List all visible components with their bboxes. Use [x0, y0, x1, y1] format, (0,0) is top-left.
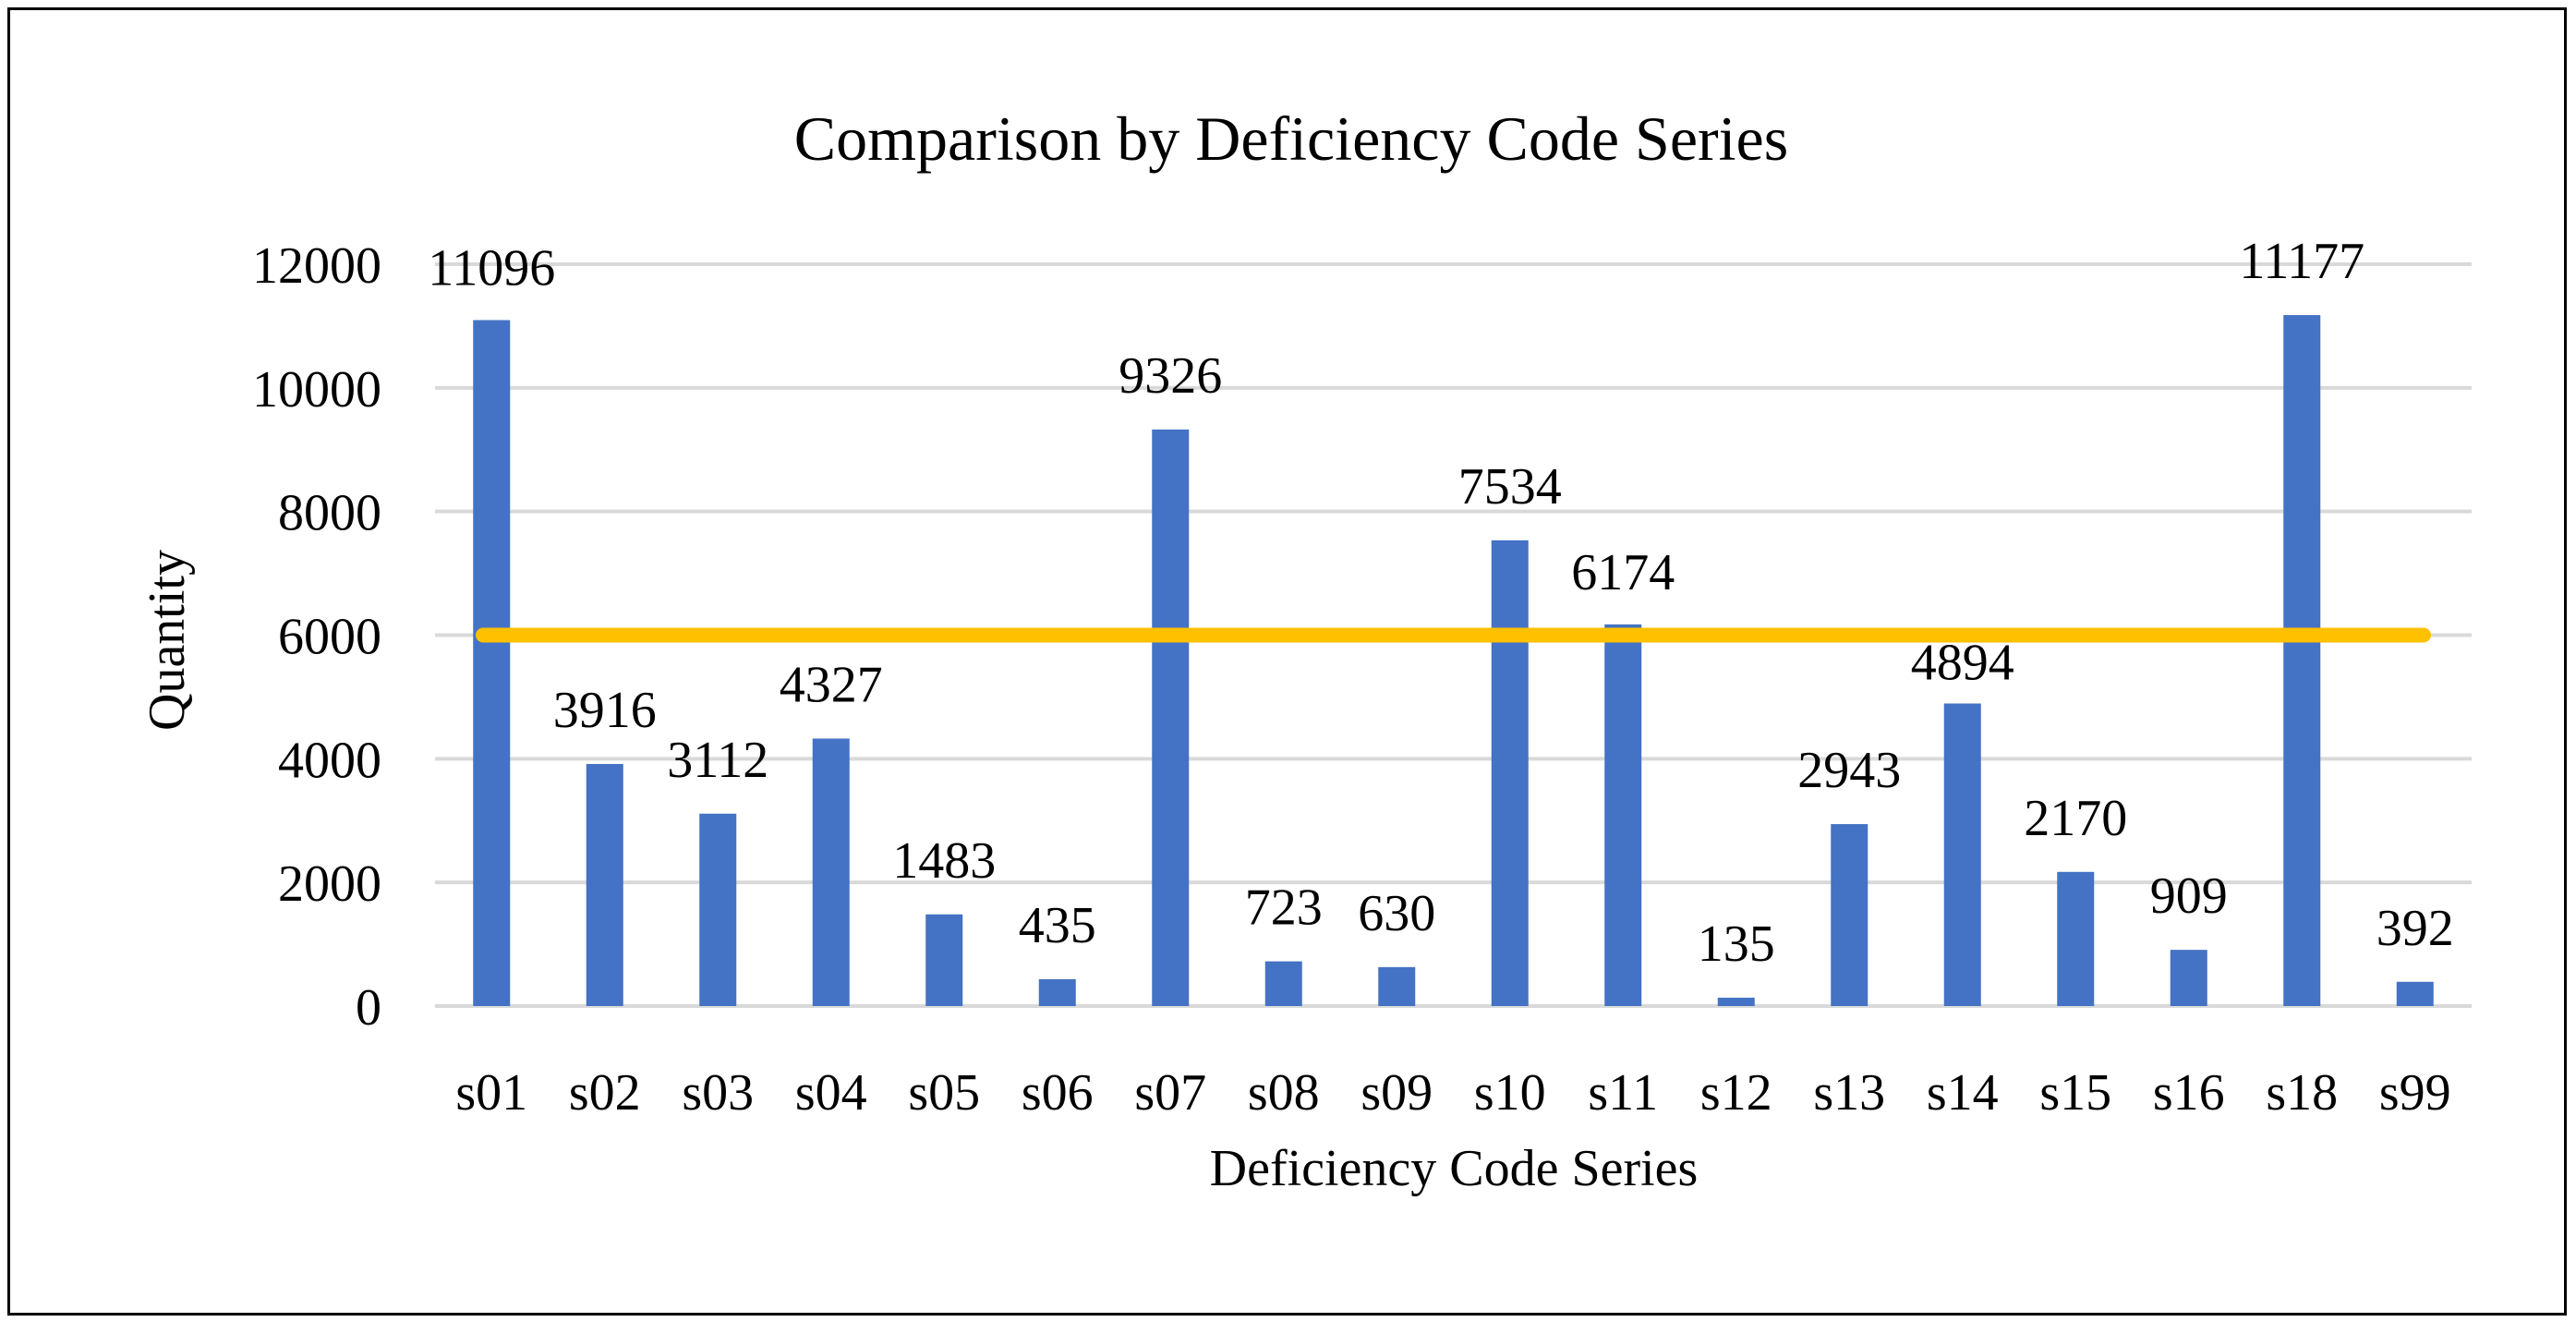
data-label-s16: 909: [2150, 867, 2228, 925]
y-tick-label: 6000: [278, 609, 381, 666]
bars: [473, 315, 2434, 1007]
x-tick-label: s09: [1361, 1064, 1433, 1122]
x-axis-title: Deficiency Code Series: [1210, 1140, 1699, 1197]
data-label-s14: 4894: [1911, 635, 2014, 692]
chart-frame: Comparison by Deficiency Code Series 0 20…: [7, 7, 2567, 1316]
bar-s18: [2283, 315, 2321, 1007]
data-label-s18: 11177: [2239, 233, 2364, 290]
bar-s16: [2170, 950, 2207, 1006]
y-axis-ticks: 0 2000 4000 6000 8000 10000 12000: [252, 237, 381, 1037]
bar-s04: [812, 738, 850, 1006]
bar-s07: [1152, 429, 1190, 1006]
x-tick-label: s13: [1813, 1064, 1885, 1122]
bar-s03: [699, 813, 737, 1006]
bar-s08: [1264, 961, 1302, 1006]
x-tick-label: s99: [2379, 1064, 2451, 1122]
bar-s02: [586, 763, 623, 1006]
data-label-s99: 392: [2376, 900, 2454, 957]
bar-s15: [2057, 871, 2095, 1006]
data-label-s06: 435: [1019, 897, 1096, 954]
x-tick-label: s12: [1700, 1064, 1772, 1122]
bar-s11: [1604, 624, 1642, 1006]
y-tick-label: 12000: [252, 237, 381, 295]
bar-s09: [1378, 966, 1416, 1006]
bar-s05: [925, 914, 963, 1006]
data-label-s07: 9326: [1119, 347, 1222, 405]
data-label-s03: 3112: [667, 732, 768, 789]
data-label-s02: 3916: [553, 682, 657, 739]
x-tick-label: s10: [1474, 1064, 1546, 1122]
y-tick-label: 2000: [278, 855, 381, 913]
chart: Comparison by Deficiency Code Series 0 20…: [139, 103, 2472, 1197]
data-label-s01: 11096: [428, 239, 555, 297]
data-label-s09: 630: [1358, 885, 1435, 942]
x-tick-label: s16: [2153, 1064, 2225, 1122]
x-tick-label: s01: [455, 1064, 527, 1122]
bar-s99: [2396, 981, 2434, 1006]
x-tick-label: s18: [2266, 1064, 2338, 1122]
y-axis-title: Quantity: [139, 550, 196, 731]
y-tick-label: 10000: [252, 361, 381, 418]
y-tick-label: 4000: [278, 732, 381, 789]
x-tick-label: s02: [569, 1064, 641, 1122]
bar-s10: [1491, 540, 1529, 1006]
y-tick-label: 8000: [278, 485, 381, 542]
data-label-s08: 723: [1245, 879, 1323, 937]
data-label-s15: 2170: [2024, 790, 2127, 847]
x-tick-label: s11: [1588, 1064, 1658, 1122]
x-tick-label: s05: [908, 1064, 980, 1122]
x-tick-label: s07: [1134, 1064, 1206, 1122]
x-tick-label: s06: [1022, 1064, 1094, 1122]
data-label-s05: 1483: [892, 832, 996, 890]
y-tick-label: 0: [356, 979, 381, 1037]
x-tick-label: s04: [795, 1064, 867, 1122]
data-label-s11: 6174: [1571, 544, 1675, 601]
data-label-s12: 135: [1698, 916, 1775, 973]
bar-s06: [1038, 978, 1076, 1006]
data-label-s04: 4327: [780, 656, 883, 713]
x-tick-label: s14: [1927, 1064, 1999, 1122]
data-label-s10: 7534: [1458, 458, 1562, 515]
bar-s12: [1717, 997, 1755, 1006]
data-label-s13: 2943: [1797, 742, 1901, 799]
x-tick-label: s03: [682, 1064, 754, 1122]
x-axis-ticks: s01 s02 s03 s04 s05 s06 s07 s08 s09 s10 s11 s12 s13 s…: [455, 1064, 2450, 1122]
x-tick-label: s15: [2039, 1064, 2111, 1122]
chart-title: Comparison by Deficiency Code Series: [794, 103, 1788, 174]
bar-s01: [473, 320, 511, 1006]
bar-s13: [1831, 824, 1869, 1006]
x-tick-label: s08: [1248, 1064, 1320, 1122]
bar-s14: [1943, 703, 1981, 1006]
